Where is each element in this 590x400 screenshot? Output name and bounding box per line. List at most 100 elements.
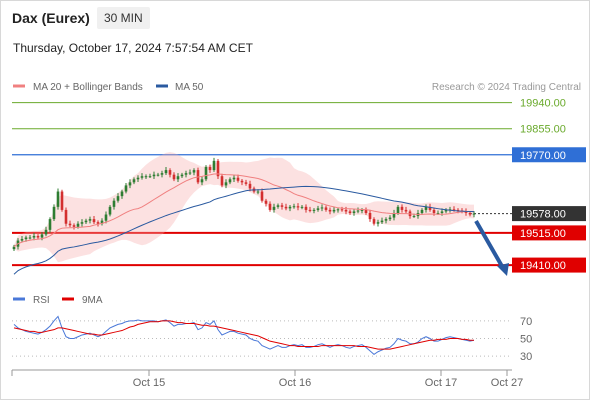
candle-body — [240, 180, 244, 183]
candle-body — [244, 182, 248, 184]
level-label-0: 19940.00 — [520, 98, 566, 110]
candle-body — [236, 177, 240, 181]
candle-body — [220, 176, 224, 186]
candle-body — [468, 212, 472, 215]
candle-body — [128, 182, 132, 186]
candle-body — [40, 234, 44, 238]
candle-body — [452, 209, 456, 211]
rsi-tick-label: 70 — [520, 316, 532, 328]
candle-body — [76, 223, 80, 227]
candle-body — [380, 220, 384, 223]
candle-body — [124, 185, 128, 192]
candle-body — [172, 174, 176, 180]
candle-body — [464, 211, 468, 213]
legend-rsi-label: RSI — [33, 295, 50, 306]
candle-body — [24, 237, 28, 240]
candle-body — [160, 173, 164, 175]
candle-body — [152, 174, 156, 177]
timestamp: Thursday, October 17, 2024 7:57:54 AM CE… — [13, 41, 253, 55]
forecast-arrowhead — [497, 263, 509, 276]
candle-body — [216, 160, 220, 177]
bollinger-band — [14, 152, 474, 263]
credit-text: Research © 2024 Trading Central — [432, 82, 581, 93]
candle-body — [200, 179, 204, 183]
candle-body — [364, 209, 368, 213]
x-tick-label: Oct 16 — [279, 377, 311, 389]
candle-body — [340, 209, 344, 211]
candle-body — [176, 176, 180, 180]
candle-body — [412, 216, 416, 218]
candle-body — [120, 191, 124, 197]
x-tick-label: Oct 27 — [491, 377, 523, 389]
candle-body — [36, 235, 40, 238]
candle-body — [28, 237, 32, 239]
x-tick-label: Oct 15 — [133, 377, 165, 389]
candle-body — [404, 209, 408, 212]
level-label-5: 19410.00 — [520, 260, 566, 272]
candle-body — [56, 191, 60, 207]
candle-body — [92, 219, 96, 223]
candle-body — [432, 209, 436, 213]
candle-body — [212, 160, 216, 171]
timeframe-badge[interactable]: 30 MIN — [97, 7, 150, 29]
candle-body — [20, 239, 24, 241]
candle-body — [308, 209, 312, 211]
candle-body — [332, 209, 336, 212]
candle-body — [112, 200, 116, 207]
candle-body — [88, 219, 92, 221]
ma50-line — [13, 185, 475, 275]
candle-body — [436, 212, 440, 214]
candle-body — [168, 170, 172, 175]
candle-body — [204, 167, 208, 180]
candle-body — [84, 220, 88, 223]
candle-body — [184, 173, 188, 175]
candle-body — [48, 219, 52, 230]
candle-body — [440, 211, 444, 213]
candle-body — [104, 214, 108, 221]
candle-body — [292, 206, 296, 208]
candle-body — [136, 177, 140, 180]
candle-body — [300, 206, 304, 208]
level-tag-5 — [512, 257, 586, 273]
candle-body — [352, 211, 356, 213]
rsi-tick-label: 50 — [520, 334, 532, 346]
candle-body — [376, 222, 380, 224]
candle-body — [284, 206, 288, 209]
candle-body — [420, 209, 424, 213]
level-tag-3 — [512, 206, 586, 222]
candle-body — [296, 206, 300, 208]
instrument-title: Dax (Eurex) — [12, 10, 90, 26]
candle-body — [384, 219, 388, 221]
candle-body — [32, 235, 36, 238]
candle-body — [372, 219, 376, 224]
legend-9ma-label: 9MA — [82, 295, 103, 306]
candle-body — [44, 229, 48, 235]
forecast-arrow — [474, 220, 505, 269]
candle-body — [228, 179, 232, 183]
candle-body — [268, 203, 272, 210]
candle-body — [312, 209, 316, 211]
candle-body — [396, 206, 400, 213]
candle-body — [356, 210, 360, 212]
candle-body — [132, 179, 136, 183]
candle-body — [368, 212, 372, 220]
candle-body — [260, 191, 264, 201]
candle-body — [96, 222, 100, 224]
candle-body — [192, 170, 196, 173]
level-label-3: 19578.00 — [520, 209, 566, 221]
candle-body — [232, 177, 236, 180]
candle-body — [148, 176, 152, 178]
candle-body — [224, 182, 228, 186]
candle-body — [316, 208, 320, 210]
candle-body — [400, 206, 404, 210]
candle-body — [344, 209, 348, 212]
candle-body — [456, 209, 460, 211]
candle-body — [140, 176, 144, 178]
candle-body — [320, 207, 324, 209]
candle-body — [196, 170, 200, 183]
level-label-2: 19770.00 — [520, 150, 566, 162]
candle-body — [428, 206, 432, 210]
candle-body — [164, 170, 168, 174]
candle-body — [328, 209, 332, 212]
